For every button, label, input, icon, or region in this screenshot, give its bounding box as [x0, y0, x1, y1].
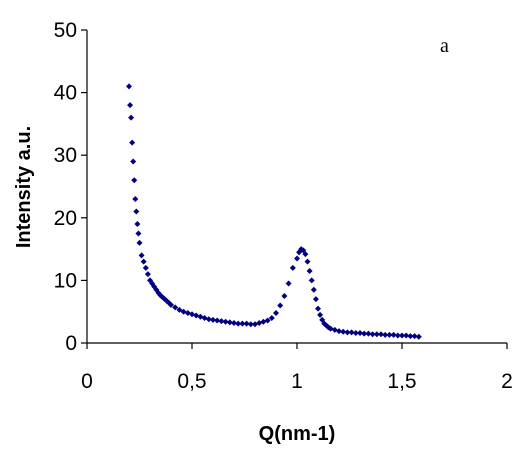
- data-point: [126, 83, 132, 90]
- y-tick-label: 10: [54, 269, 77, 292]
- data-point: [138, 252, 145, 259]
- data-point: [168, 301, 174, 308]
- data-point: [273, 309, 279, 316]
- data-point: [129, 139, 136, 146]
- data-point: [144, 271, 151, 278]
- data-point: [243, 320, 250, 327]
- data-point: [411, 333, 418, 340]
- data-point: [294, 255, 300, 262]
- data-point: [378, 331, 384, 338]
- y-axis-ticks: 0 10 20 30 40 50: [54, 19, 87, 355]
- data-point: [127, 102, 134, 109]
- data-point: [176, 306, 183, 313]
- y-tick-label: 20: [54, 207, 77, 230]
- data-point: [281, 293, 288, 300]
- data-point: [247, 321, 254, 328]
- data-point: [142, 264, 149, 271]
- data-point: [390, 331, 397, 338]
- data-point: [365, 330, 372, 337]
- y-tick-label: 40: [54, 82, 77, 105]
- data-point: [222, 318, 229, 325]
- data-point: [407, 333, 414, 340]
- data-point: [210, 316, 216, 323]
- data-points: [126, 83, 422, 340]
- data-point: [340, 328, 347, 335]
- data-point: [226, 319, 233, 326]
- y-axis-title: Intensity a.u.: [13, 126, 35, 248]
- data-point: [235, 320, 242, 327]
- data-point: [399, 332, 405, 339]
- x-tick-label: 1: [291, 370, 303, 393]
- data-point: [312, 296, 319, 303]
- data-point: [317, 311, 324, 318]
- data-point: [131, 177, 138, 184]
- y-tick-label: 30: [54, 144, 77, 167]
- data-point: [302, 251, 309, 258]
- data-point: [133, 208, 140, 215]
- data-point: [218, 318, 225, 325]
- data-point: [214, 317, 221, 324]
- data-point: [352, 329, 359, 336]
- data-point: [386, 331, 393, 338]
- x-tick-label: 0,5: [177, 370, 206, 393]
- data-point: [373, 331, 380, 338]
- data-point: [134, 221, 141, 228]
- data-point: [369, 331, 376, 338]
- data-point: [348, 329, 355, 336]
- data-point: [135, 230, 142, 237]
- data-point: [132, 196, 139, 203]
- x-tick-label: 2: [501, 370, 513, 393]
- x-tick-label: 0: [81, 370, 93, 393]
- y-tick-label: 50: [54, 19, 77, 42]
- data-point: [172, 304, 179, 311]
- annotation-label: a: [440, 35, 449, 57]
- data-point: [310, 286, 317, 293]
- data-point: [403, 332, 410, 339]
- x-axis-title: Q(nm-1): [259, 423, 336, 445]
- x-tick-label: 1,5: [387, 370, 416, 393]
- data-point: [277, 302, 284, 309]
- data-point: [344, 329, 351, 336]
- data-point: [136, 239, 143, 246]
- data-point: [394, 332, 401, 339]
- data-point: [239, 320, 246, 327]
- data-point: [304, 258, 311, 265]
- data-point: [382, 331, 389, 338]
- data-point: [140, 258, 147, 265]
- data-point: [308, 277, 315, 284]
- data-point: [361, 330, 368, 337]
- y-tick-label: 0: [65, 332, 77, 355]
- data-point: [128, 114, 135, 121]
- data-point: [285, 280, 292, 287]
- data-point: [264, 317, 271, 324]
- data-point: [336, 328, 342, 335]
- data-point: [357, 329, 363, 336]
- data-point: [306, 268, 313, 275]
- data-point: [315, 305, 321, 312]
- data-point: [205, 316, 212, 323]
- data-point: [289, 264, 296, 271]
- data-point: [268, 314, 275, 321]
- data-point: [231, 319, 237, 326]
- data-point: [130, 158, 137, 165]
- data-point: [415, 333, 422, 340]
- x-axis-ticks: 0 0,5 1 1,5 2: [81, 343, 513, 393]
